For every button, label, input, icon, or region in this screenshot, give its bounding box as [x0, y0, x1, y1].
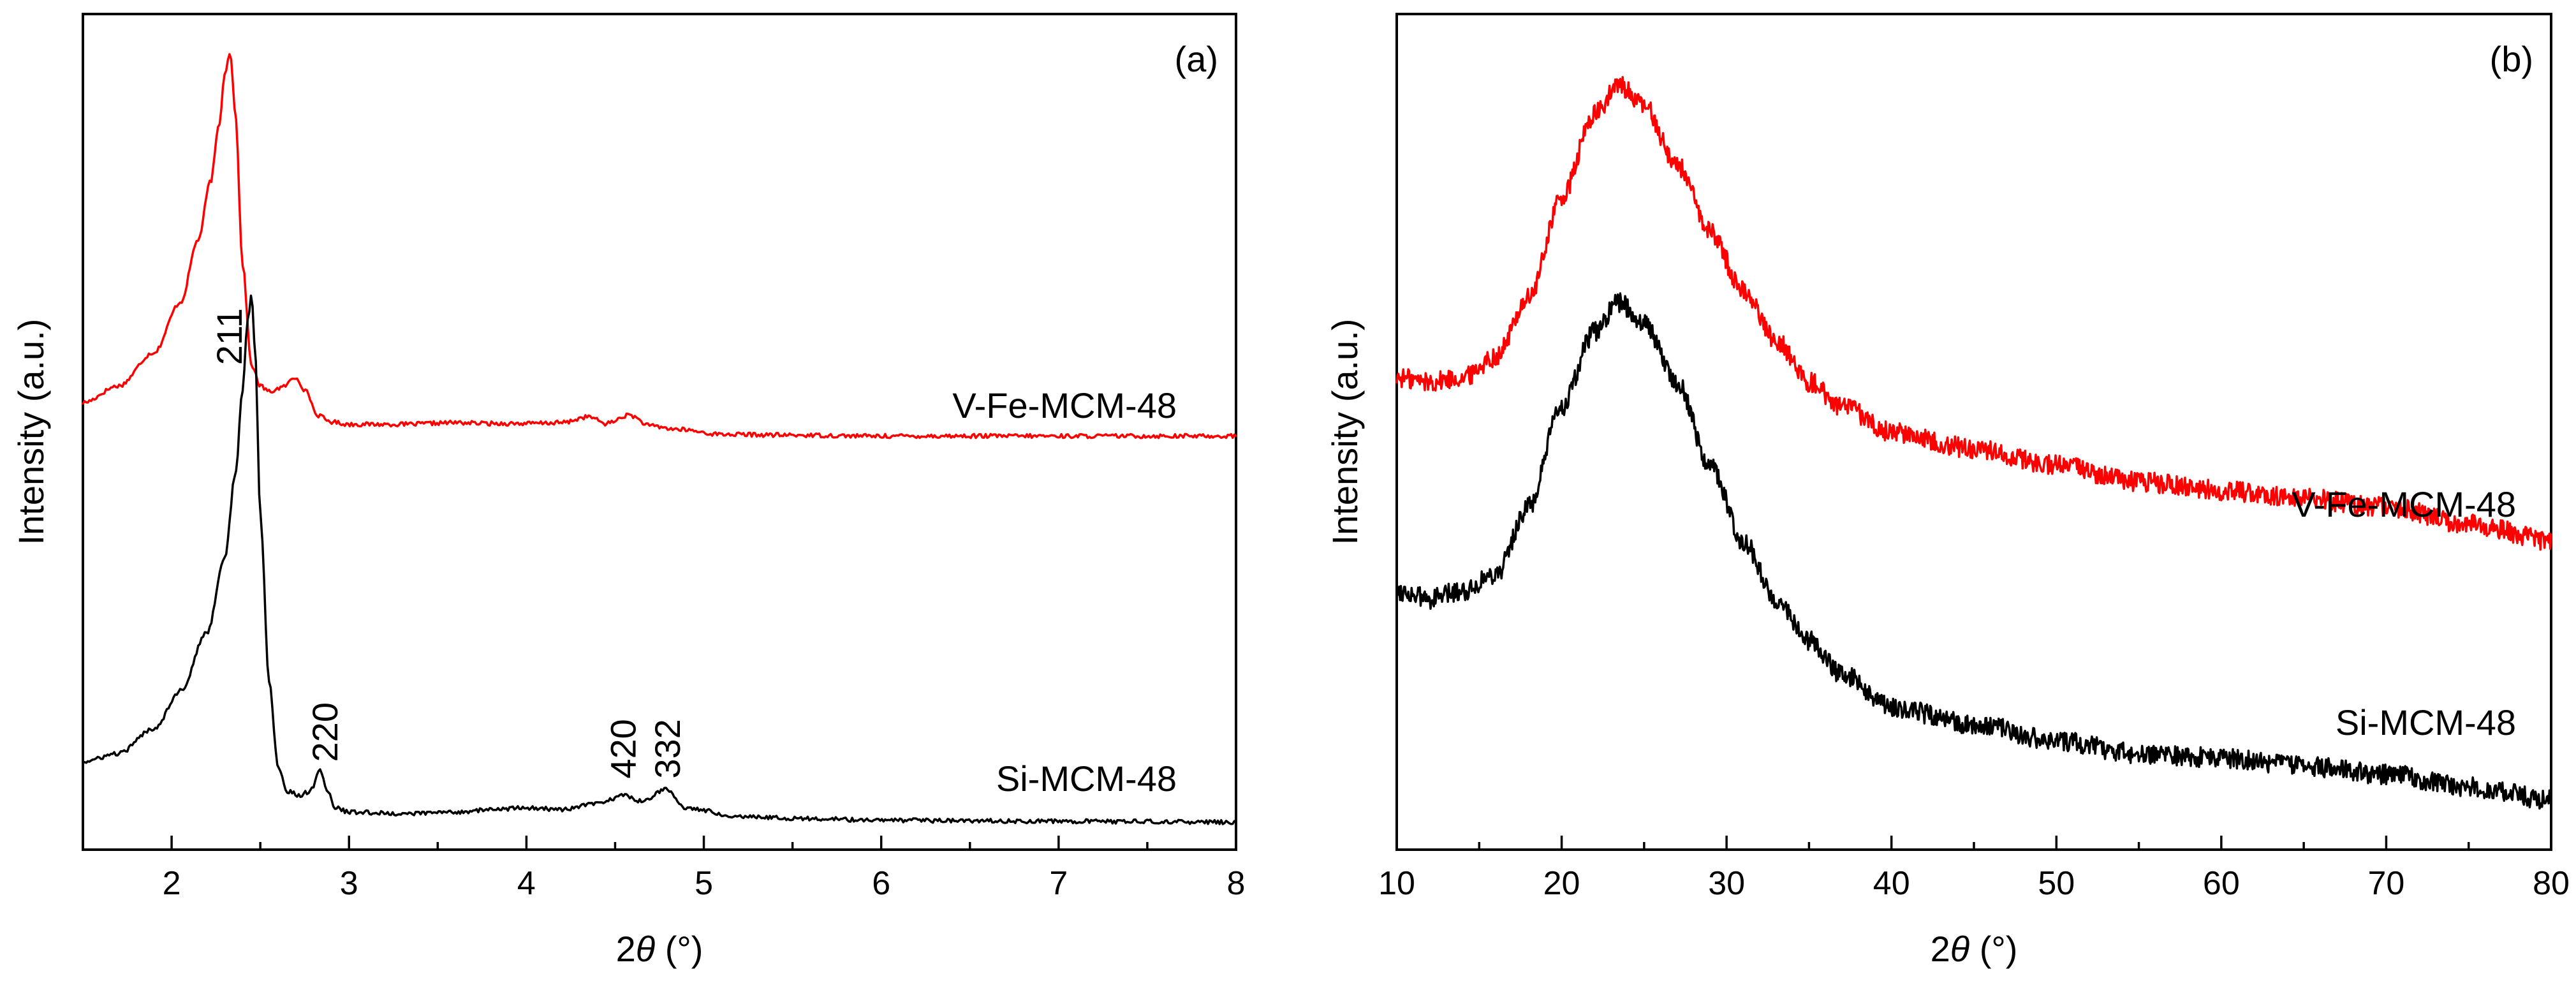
panel-b-x-ticks: [1395, 836, 2552, 850]
panel-a-peak-labels: 211 220 420 332: [209, 308, 688, 779]
series-label: Si-MCM-48: [2336, 702, 2516, 742]
panel-a-series-labels: V-Fe-MCM-48 Si-MCM-48: [952, 385, 1177, 799]
trace-v-fe-mcm-48: [1395, 76, 2552, 551]
panel-b-y-axis-title: Intensity (a.u.): [1325, 319, 1365, 545]
trace-si-mcm-48: [1395, 292, 2552, 810]
panel-a-traces: [82, 53, 1237, 825]
x-title-prefix: 2: [1931, 929, 1950, 969]
panel-b-x-tick-labels: 10 20 30 40 50 60 70 80: [1378, 865, 2570, 902]
panel-b-x-axis-title: 2θ (°): [1931, 929, 2018, 969]
x-tick-label: 10: [1378, 865, 1415, 902]
x-title-prefix: 2: [616, 929, 636, 969]
x-tick-label: 7: [1049, 865, 1068, 902]
peak-label: 211: [209, 308, 249, 365]
x-tick-label: 70: [2368, 865, 2405, 902]
x-tick-label: 50: [2038, 865, 2075, 902]
series-label: V-Fe-MCM-48: [952, 385, 1177, 425]
x-tick-label: 2: [163, 865, 181, 902]
panel-b: 10 20 30 40 50 60 70 80 V-Fe-MCM-48 Si-MCM-48 (b…: [1325, 13, 2570, 969]
panel-a-frame: [82, 13, 1237, 851]
panel-a: 2 3 4 5 6 7 8 V-Fe-MCM-48 Si-MCM-48 211 220 420 33…: [11, 13, 1246, 969]
panel-a-x-tick-labels: 2 3 4 5 6 7 8: [163, 865, 1246, 902]
panel-b-series-labels: V-Fe-MCM-48 Si-MCM-48: [2292, 484, 2516, 742]
x-tick-label: 4: [517, 865, 536, 902]
x-tick-label: 8: [1227, 865, 1246, 902]
trace-si-mcm-48: [82, 294, 1237, 825]
panel-b-traces: [1395, 76, 2552, 810]
trace-v-fe-mcm-48: [82, 53, 1237, 440]
x-tick-label: 20: [1543, 865, 1580, 902]
x-tick-label: 6: [872, 865, 890, 902]
peak-label: 420: [603, 719, 643, 778]
panel-a-y-axis-title: Intensity (a.u.): [11, 319, 51, 545]
series-label: V-Fe-MCM-48: [2292, 484, 2516, 524]
x-title-unit: (°): [1969, 929, 2017, 969]
panel-b-label: (b): [2490, 39, 2533, 79]
x-title-theta: θ: [636, 929, 655, 969]
peak-label: 332: [647, 719, 688, 778]
panel-a-x-ticks: [82, 836, 1237, 850]
x-tick-label: 40: [1873, 865, 1910, 902]
x-tick-label: 5: [695, 865, 713, 902]
x-title-theta: θ: [1950, 929, 1969, 969]
peak-label: 220: [305, 702, 345, 762]
x-tick-label: 30: [1708, 865, 1745, 902]
x-tick-label: 3: [340, 865, 358, 902]
x-tick-label: 60: [2203, 865, 2240, 902]
series-label: Si-MCM-48: [996, 758, 1177, 799]
panel-a-x-axis-title: 2θ (°): [616, 929, 703, 969]
panel-a-label: (a): [1175, 39, 1218, 79]
x-title-unit: (°): [655, 929, 703, 969]
x-tick-label: 80: [2533, 865, 2570, 902]
